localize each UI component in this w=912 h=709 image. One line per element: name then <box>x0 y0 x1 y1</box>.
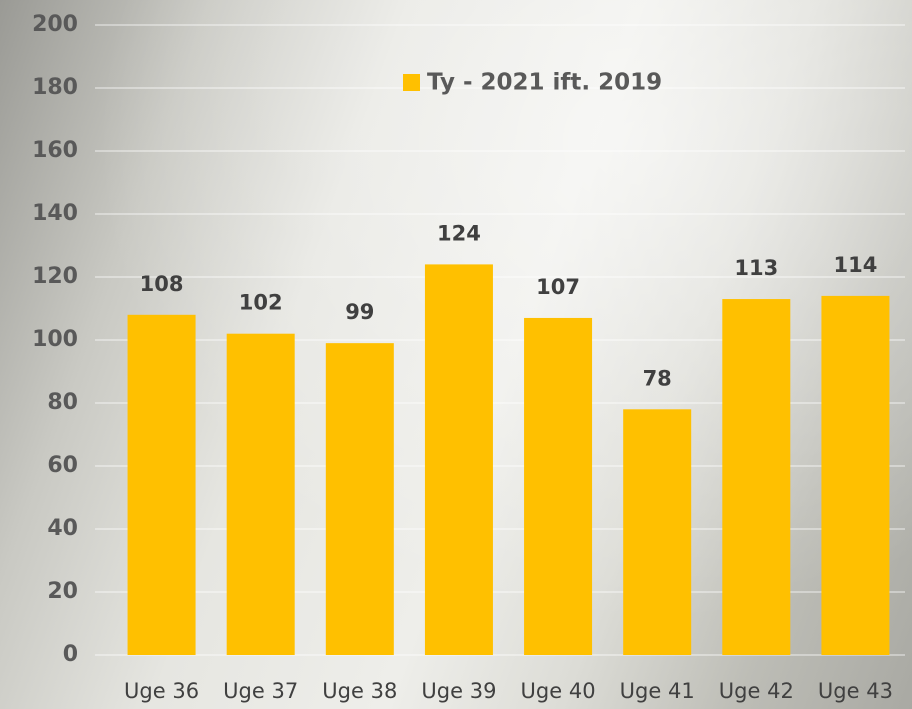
y-tick-label: 120 <box>32 264 78 289</box>
legend-label: Ty - 2021 ift. 2019 <box>427 70 662 96</box>
x-tick-label: Uge 40 <box>521 679 596 703</box>
x-tick-label: Uge 41 <box>620 679 695 703</box>
data-label: 99 <box>345 300 374 324</box>
data-label: 124 <box>437 221 481 245</box>
y-tick-label: 40 <box>47 516 78 541</box>
bar <box>623 409 691 655</box>
legend-swatch <box>403 74 420 91</box>
x-tick-label: Uge 43 <box>818 679 893 703</box>
x-tick-label: Uge 37 <box>223 679 298 703</box>
y-tick-label: 140 <box>32 201 78 226</box>
y-tick-label: 160 <box>32 138 78 163</box>
bar <box>326 343 394 655</box>
page: {"chart_data": {"type": "bar", "categori… <box>0 0 912 709</box>
chart: 0 20 40 60 80 100 120 140 160 180 200 Ty - 2021 ift… <box>0 0 912 709</box>
bar <box>821 296 889 655</box>
y-tick-label: 100 <box>32 327 78 352</box>
y-tick-label: 80 <box>47 390 78 415</box>
y-tick-label: 200 <box>32 12 78 37</box>
bar <box>425 264 493 655</box>
x-tick-label: Uge 36 <box>124 679 199 703</box>
x-tick-label: Uge 39 <box>421 679 496 703</box>
y-tick-label: 20 <box>47 579 78 604</box>
y-tick-label: 0 <box>63 642 78 667</box>
x-tick-label: Uge 38 <box>322 679 397 703</box>
data-label: 102 <box>239 291 283 315</box>
y-tick-label: 180 <box>32 75 78 100</box>
x-tick-label: Uge 42 <box>719 679 794 703</box>
bar <box>227 334 295 655</box>
y-tick-label: 60 <box>47 453 78 478</box>
data-label: 114 <box>834 253 878 277</box>
bar <box>722 299 790 655</box>
data-label: 78 <box>643 366 672 390</box>
data-label: 113 <box>734 256 778 280</box>
bar <box>128 315 196 655</box>
data-label: 107 <box>536 275 580 299</box>
data-label: 108 <box>140 272 184 296</box>
bar <box>524 318 592 655</box>
